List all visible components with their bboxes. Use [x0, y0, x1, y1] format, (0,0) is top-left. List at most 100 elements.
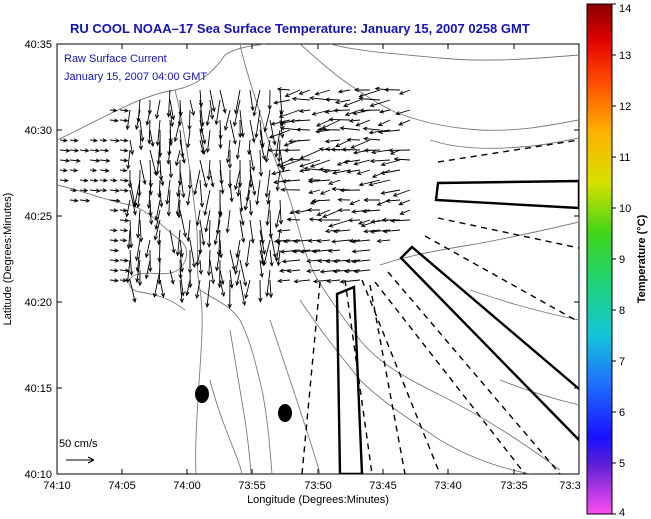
current-vector [219, 169, 225, 195]
current-vector [298, 89, 311, 95]
current-vector [291, 249, 311, 254]
current-vector [292, 239, 311, 244]
x-tick-label: 73:3 [559, 480, 580, 492]
current-vector [186, 129, 191, 149]
current-vector [385, 198, 401, 204]
current-vector [263, 109, 271, 133]
current-vector [239, 279, 247, 307]
current-vector [165, 179, 171, 205]
current-vector [169, 99, 176, 121]
current-vector [288, 139, 311, 144]
current-vector [69, 198, 79, 203]
current-vector [109, 178, 118, 183]
current-vector [377, 119, 391, 126]
current-vector [377, 129, 401, 135]
current-vector [189, 99, 196, 117]
current-vector [324, 139, 341, 144]
glider-boxes [335, 179, 579, 474]
current-vector [109, 188, 121, 193]
current-vector [154, 199, 161, 222]
current-vector [276, 228, 291, 234]
current-vector [344, 109, 361, 116]
x-tick-label: 74:05 [108, 480, 136, 492]
current-vector [339, 188, 361, 193]
current-vector [89, 158, 101, 163]
current-vector [289, 118, 311, 124]
current-vector [315, 119, 331, 127]
x-tick-label: 73:35 [500, 480, 528, 492]
current-vector [350, 139, 371, 149]
current-vector [198, 89, 204, 108]
current-vector [206, 249, 212, 277]
current-vector [326, 278, 341, 284]
current-vector [134, 109, 141, 131]
current-vector [119, 278, 128, 283]
legend-line-2: January 15, 2007 04:00 GMT [64, 71, 207, 83]
current-vector [322, 209, 341, 218]
current-vector [139, 159, 147, 186]
current-vector [268, 279, 274, 299]
current-vector [258, 279, 263, 303]
current-vector [69, 158, 81, 163]
x-tick-label: 73:45 [369, 480, 397, 492]
current-vector [254, 109, 261, 139]
current-vector [166, 89, 171, 118]
current-vector [59, 158, 71, 163]
legend-line-1: Raw Surface Current [64, 53, 167, 65]
current-vector [129, 189, 137, 216]
current-vector [219, 269, 225, 286]
colorbar-tick-label: 13 [619, 50, 631, 62]
current-vector [324, 97, 341, 102]
current-vector [395, 109, 411, 116]
current-vector [155, 149, 161, 176]
x-tick-label: 73:55 [238, 480, 266, 492]
current-vector [166, 189, 171, 217]
current-vector [203, 189, 211, 217]
current-vector [351, 249, 371, 254]
current-vector [89, 188, 101, 193]
current-vector [227, 149, 233, 169]
current-vector [398, 89, 411, 95]
current-vector [125, 259, 131, 284]
current-vector [278, 199, 284, 225]
current-vector [274, 209, 281, 229]
current-vector [381, 217, 400, 223]
current-vector [109, 268, 119, 273]
current-vector [134, 239, 141, 262]
current-vector [316, 238, 331, 244]
current-vector [193, 169, 201, 196]
colorbar-gradient [586, 3, 613, 515]
current-vector [363, 136, 381, 141]
current-vector [209, 89, 216, 113]
current-vector [279, 249, 301, 254]
plot-frame [56, 43, 580, 475]
current-vector [154, 209, 161, 231]
current-vector [135, 259, 141, 284]
current-vector [318, 167, 331, 172]
current-vector [265, 199, 271, 227]
current-vector [99, 178, 108, 183]
current-vector [59, 168, 68, 173]
current-vector [204, 209, 211, 233]
current-vector [284, 89, 301, 97]
colorbar-tick-label: 6 [619, 407, 625, 419]
dashed-transects [301, 139, 579, 474]
current-vector [361, 209, 381, 214]
current-vector [319, 189, 331, 195]
current-vector [382, 229, 401, 234]
current-vector [341, 147, 361, 152]
current-vector [322, 169, 341, 174]
current-vector [219, 89, 227, 114]
current-vector [89, 178, 99, 183]
current-vector [206, 159, 211, 181]
current-vector [346, 137, 361, 142]
current-vector [279, 159, 301, 168]
current-vector [339, 126, 361, 131]
current-vector [205, 279, 211, 308]
current-vector [138, 219, 144, 243]
x-tick-label: 73:40 [434, 480, 462, 492]
current-vector [169, 109, 175, 128]
current-vector [179, 139, 186, 164]
current-vector [199, 139, 205, 155]
current-vector [239, 209, 245, 226]
